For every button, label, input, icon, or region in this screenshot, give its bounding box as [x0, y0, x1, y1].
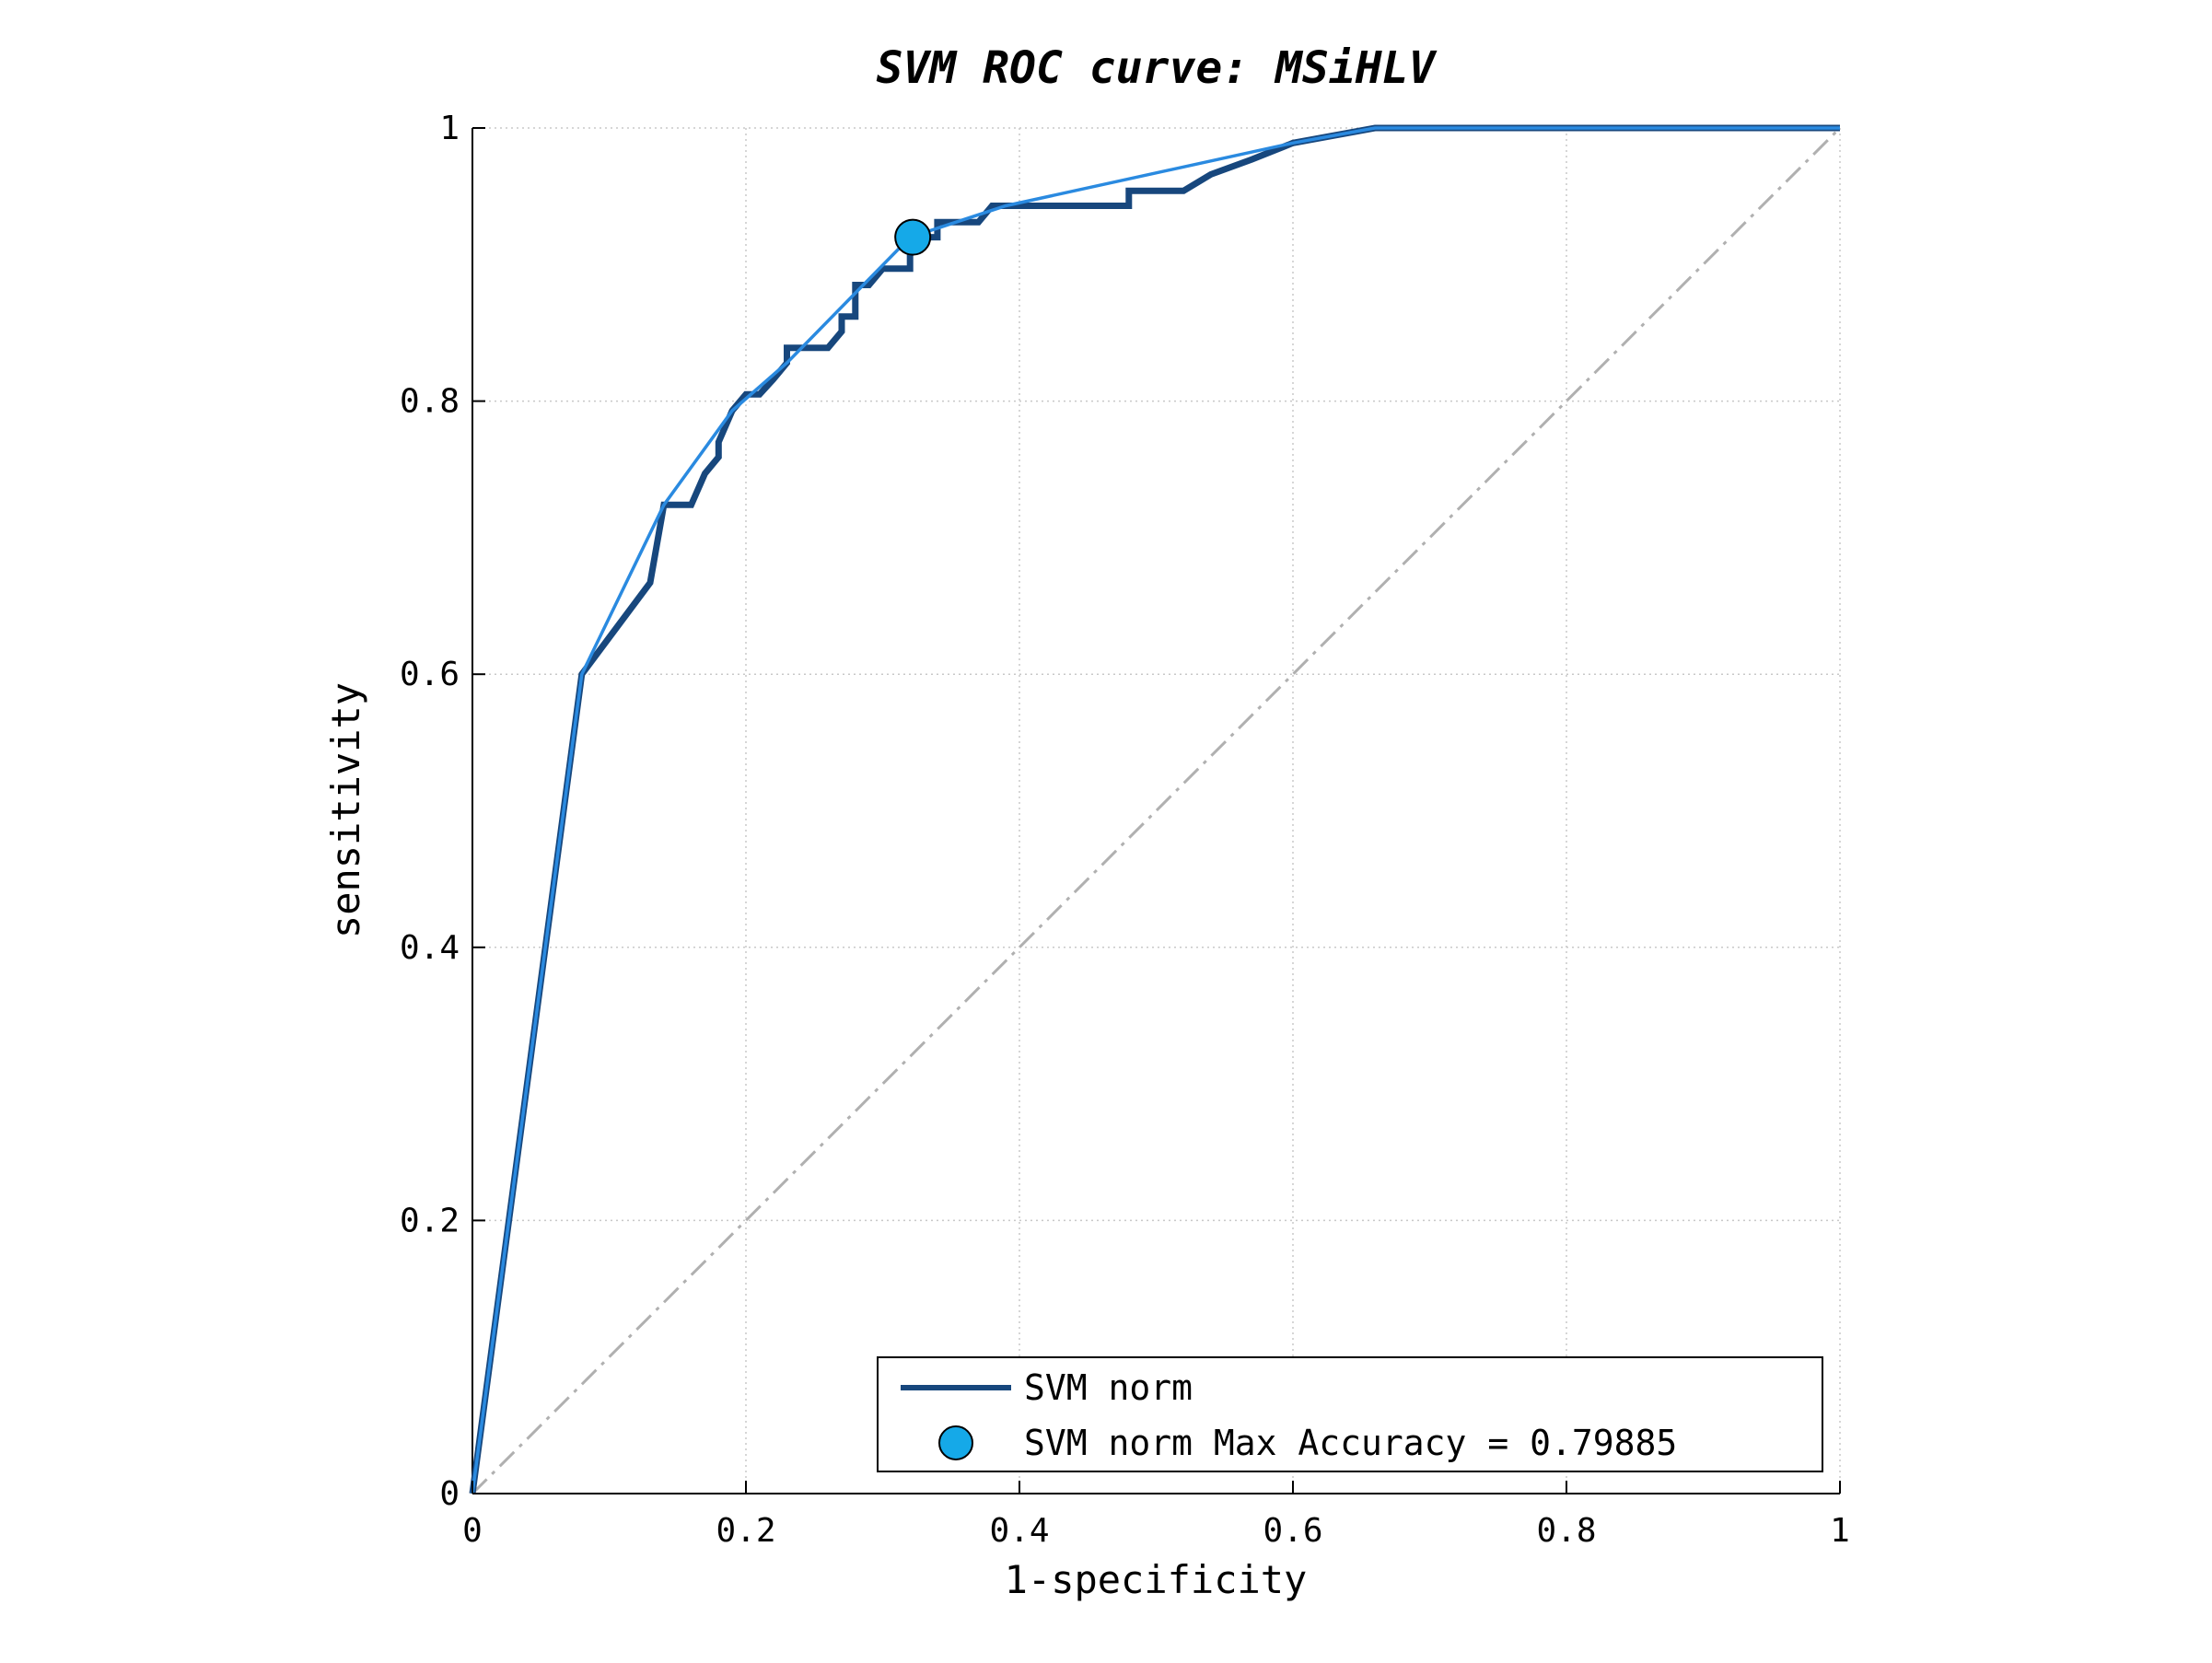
x-tick-label-3: 0.6	[1263, 1512, 1322, 1550]
legend-box	[877, 1356, 1823, 1472]
roc-curve-svm-norm	[469, 124, 1840, 1494]
x-axis-label: 1-specificity	[1005, 1557, 1308, 1602]
legend: SVM norm SVM norm Max Accuracy = 0.79885	[877, 1356, 1823, 1472]
tick-layer: 0 0.2 0.4 0.6 0.8 1 0 0.2 0.4 0.6 0.8 1	[400, 110, 1850, 1550]
x-tick-label-4: 0.8	[1536, 1512, 1596, 1550]
y-tick-label-4: 0.8	[400, 383, 460, 421]
max-accuracy-point-0	[894, 218, 932, 256]
chart-title: SVM ROC curve: MSiHLV	[877, 42, 1438, 94]
axes-layer	[472, 128, 1840, 1494]
y-axis-label: sensitivity	[323, 682, 368, 938]
x-tick-label-2: 0.4	[989, 1512, 1049, 1550]
y-tick-label-2: 0.4	[400, 929, 460, 967]
y-tick-label-3: 0.6	[400, 656, 460, 693]
x-tick-label-1: 0.2	[716, 1512, 775, 1550]
x-tick-label-5: 1	[1830, 1512, 1850, 1550]
y-tick-label-1: 0.2	[400, 1202, 460, 1239]
legend-marker-max-accuracy	[938, 1425, 973, 1460]
data-layer	[469, 124, 1842, 1495]
x-tick-label-0: 0	[462, 1512, 483, 1550]
chance-diagonal-line	[471, 126, 1842, 1495]
legend-label-max-accuracy: SVM norm Max Accuracy = 0.79885	[1024, 1423, 1677, 1463]
roc-convex-hull	[471, 126, 1840, 1494]
y-tick-label-0: 0	[439, 1475, 460, 1513]
legend-label-svm-norm: SVM norm	[1024, 1367, 1193, 1408]
y-tick-label-5: 1	[439, 110, 460, 147]
